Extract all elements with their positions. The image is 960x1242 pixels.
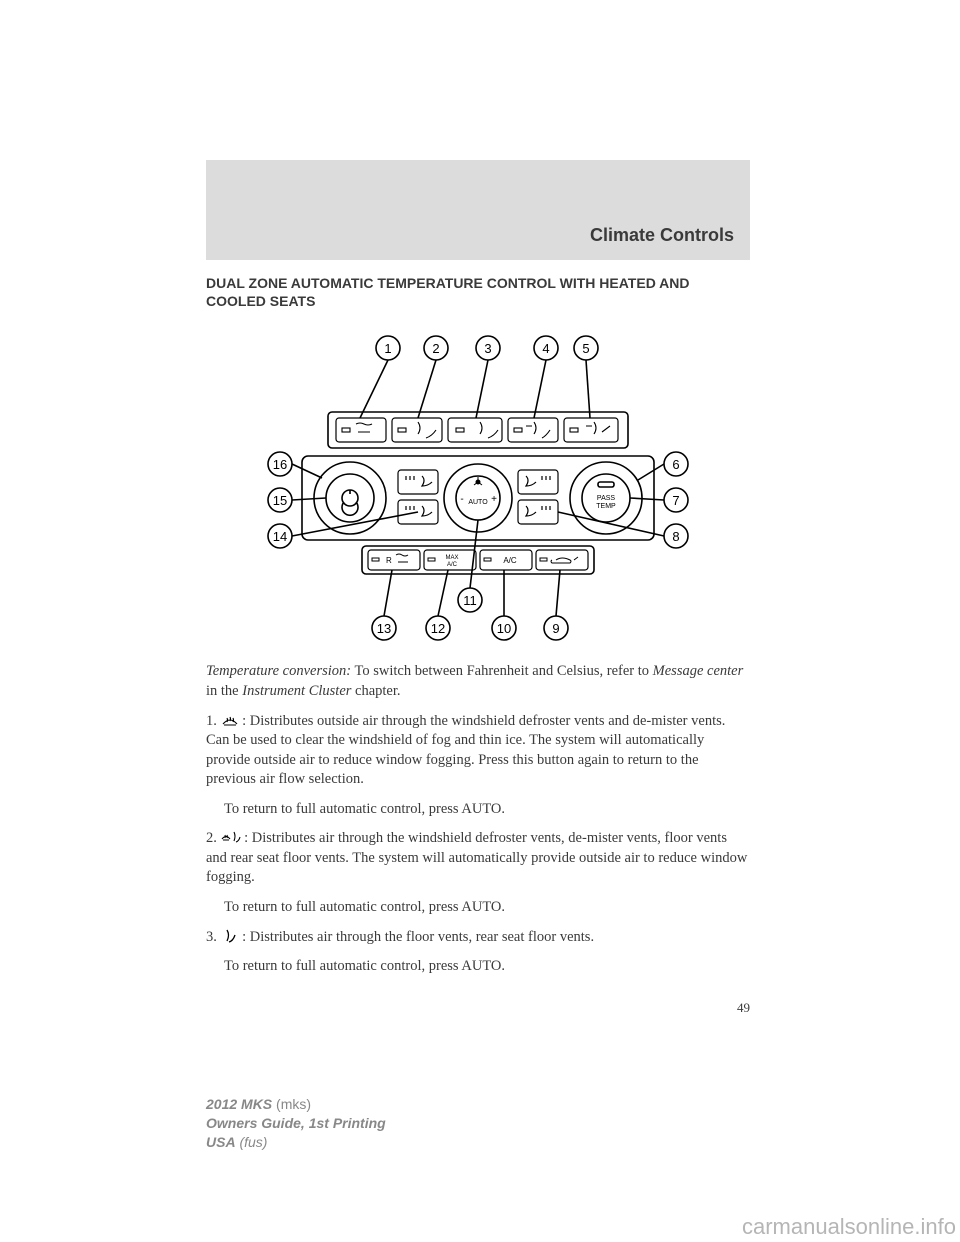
svg-text:R: R [386,556,392,565]
svg-text:PASS: PASS [597,495,615,502]
chapter-title: Climate Controls [590,225,734,246]
svg-text:16: 16 [273,457,287,472]
svg-text:2: 2 [432,341,439,356]
item-2-return: To return to full automatic control, pre… [224,898,750,918]
climate-control-diagram: PASS TEMP - + AUTO [258,324,698,644]
svg-text:+: + [491,494,497,505]
floor-vent-icon [221,929,239,943]
svg-text:5: 5 [582,341,589,356]
svg-text:-: - [460,494,463,505]
svg-text:TEMP: TEMP [596,503,616,510]
defrost-floor-icon [221,830,241,844]
svg-text:8: 8 [672,529,679,544]
page-number: 49 [737,1000,750,1016]
item-3-return: To return to full automatic control, pre… [224,957,750,977]
svg-text:11: 11 [463,593,477,608]
svg-text:6: 6 [672,457,679,472]
page-content: DUAL ZONE AUTOMATIC TEMPERATURE CONTROL … [206,274,750,987]
item-3: 3. : Distributes air through the floor v… [206,928,750,948]
svg-text:15: 15 [273,493,287,508]
svg-text:1: 1 [384,341,391,356]
svg-text:AUTO: AUTO [468,499,488,506]
temp-conversion-note: Temperature conversion: To switch betwee… [206,662,750,701]
item-2: 2. : Distributes air through the windshi… [206,829,750,888]
item-1-return: To return to full automatic control, pre… [224,800,750,820]
svg-text:MAX: MAX [445,555,458,561]
page-footer: 2012 MKS (mks) Owners Guide, 1st Printin… [206,1095,386,1152]
svg-text:A/C: A/C [447,562,458,568]
svg-text:9: 9 [552,621,559,636]
watermark: carmanualsonline.info [742,1214,956,1240]
svg-text:13: 13 [377,621,391,636]
svg-text:3: 3 [484,341,491,356]
svg-text:A/C: A/C [503,556,517,565]
defrost-icon [221,713,239,727]
section-heading: DUAL ZONE AUTOMATIC TEMPERATURE CONTROL … [206,274,750,310]
svg-text:10: 10 [497,621,511,636]
svg-text:12: 12 [431,621,445,636]
svg-text:14: 14 [273,529,287,544]
temp-conv-label: Temperature conversion: [206,663,351,679]
chapter-header: Climate Controls [206,160,750,260]
svg-text:7: 7 [672,493,679,508]
item-1: 1. : Distributes outside air through the… [206,712,750,790]
svg-text:4: 4 [542,341,549,356]
